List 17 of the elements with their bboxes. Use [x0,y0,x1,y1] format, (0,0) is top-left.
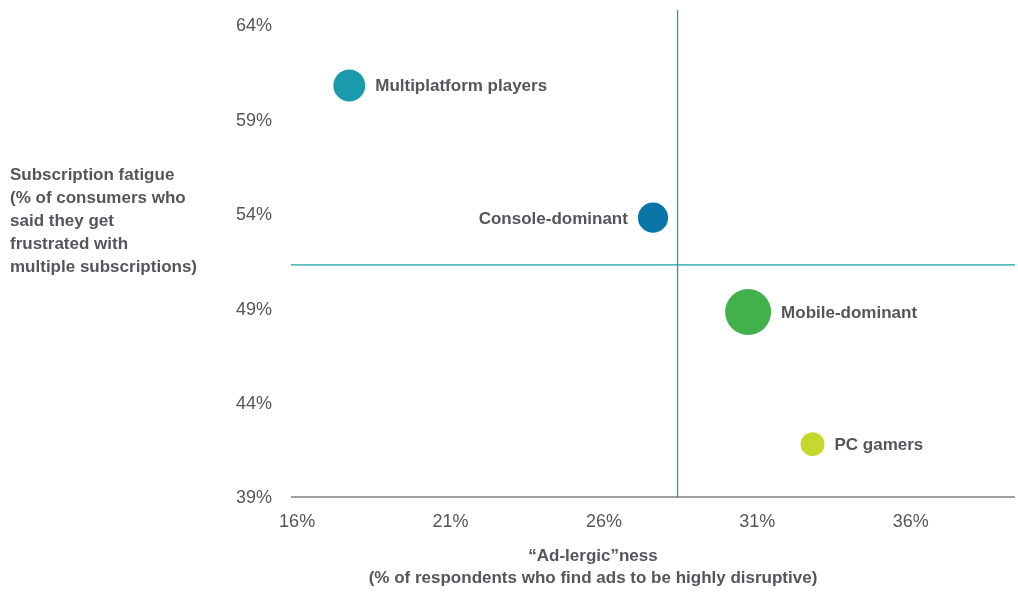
x-tick-label: 21% [432,511,469,531]
x-axis-title: “Ad-lergic”ness (% of respondents who find ads to be highly disruptive) [368,546,818,587]
y-tick-label: 39% [235,487,272,508]
y-tick-label: 44% [235,392,272,413]
y-tick-label: 64% [235,15,272,36]
y-tick-label: 59% [235,109,272,130]
series-label: Console-dominant [478,208,629,228]
y-tick-label: 54% [235,204,272,225]
series-label: Mobile-dominant [781,302,918,322]
x-tick-label: 31% [739,511,776,531]
y-tick-label: 49% [235,298,272,319]
x-tick-label: 36% [892,511,929,531]
x-tick-label: 16% [279,511,316,531]
x-tick-label: 26% [585,511,622,531]
series-label: PC gamers [834,435,924,455]
y-axis-title: Subscription fatigue (% of consumers who said they get frustrated with multiple subscriptions) [10,165,198,276]
series-label: Multiplatform players [375,76,548,96]
